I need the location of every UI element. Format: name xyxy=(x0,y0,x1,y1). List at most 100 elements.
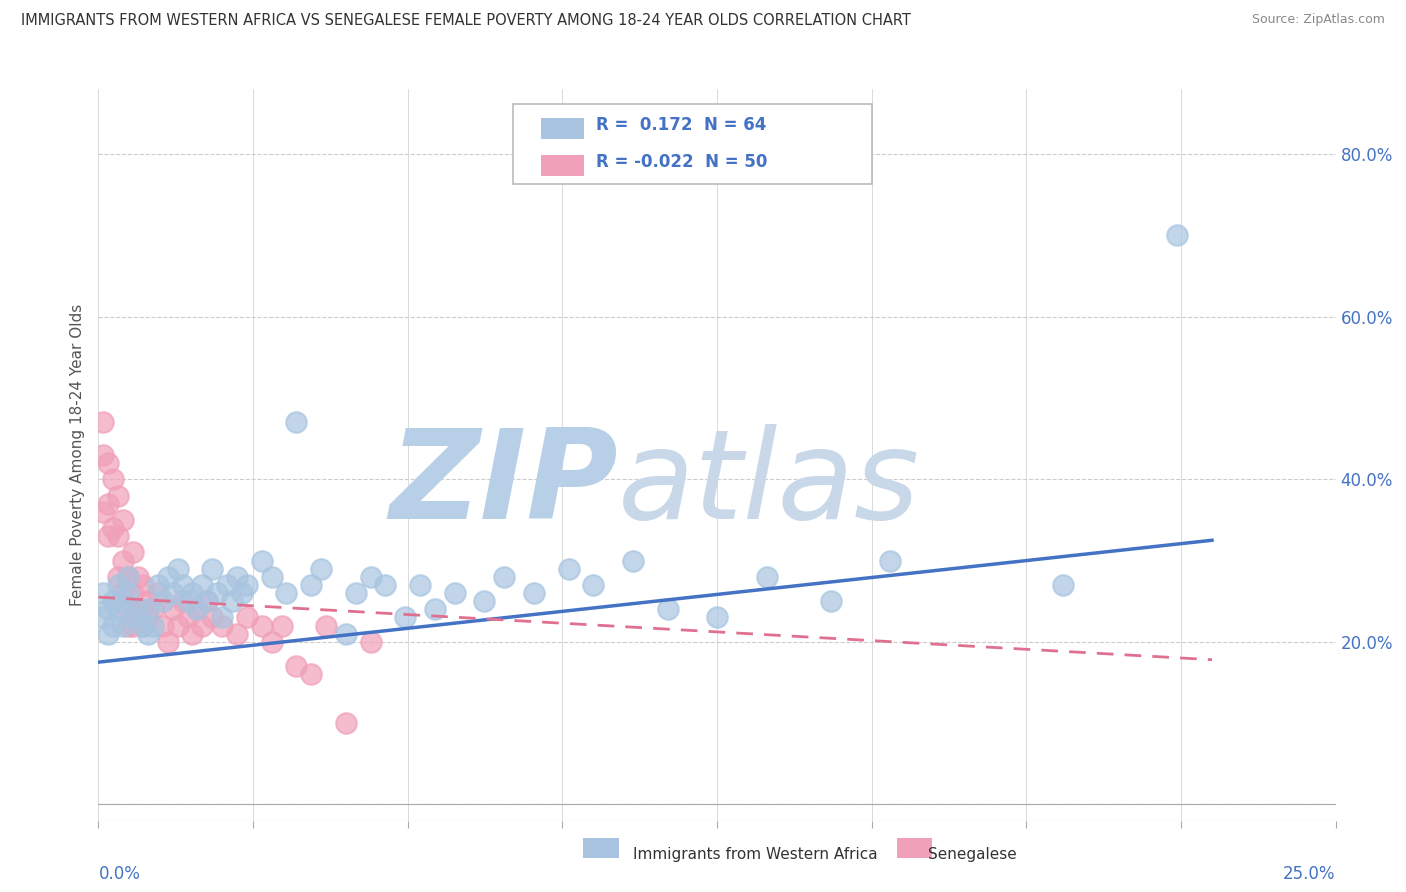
Point xyxy=(172,594,194,608)
Point xyxy=(136,594,159,608)
Point xyxy=(523,586,546,600)
Point xyxy=(107,602,129,616)
Text: Senegalese: Senegalese xyxy=(928,847,1017,862)
Point xyxy=(394,610,416,624)
Point xyxy=(755,570,778,584)
Point xyxy=(127,570,149,584)
Point xyxy=(117,570,139,584)
Point xyxy=(276,586,298,600)
Text: IMMIGRANTS FROM WESTERN AFRICA VS SENEGALESE FEMALE POVERTY AMONG 18-24 YEAR OLD: IMMIGRANTS FROM WESTERN AFRICA VS SENEGA… xyxy=(21,13,911,29)
Point xyxy=(97,497,120,511)
Point xyxy=(93,448,115,462)
Text: R =  0.172  N = 64: R = 0.172 N = 64 xyxy=(596,116,766,134)
Point xyxy=(112,586,135,600)
Point xyxy=(195,594,218,608)
Point xyxy=(335,626,357,640)
Point xyxy=(582,578,605,592)
Point xyxy=(136,626,159,640)
Point xyxy=(117,602,139,616)
Point xyxy=(217,578,239,592)
Point xyxy=(132,618,155,632)
Point xyxy=(166,562,188,576)
Point xyxy=(166,618,188,632)
Point xyxy=(315,618,337,632)
Point xyxy=(127,602,149,616)
Point xyxy=(360,570,382,584)
Point xyxy=(117,586,139,600)
Point xyxy=(93,610,115,624)
Point xyxy=(103,472,125,486)
Text: 25.0%: 25.0% xyxy=(1284,865,1336,883)
Point xyxy=(211,610,233,624)
Point xyxy=(103,618,125,632)
FancyBboxPatch shape xyxy=(897,838,932,858)
Point xyxy=(360,635,382,649)
Point xyxy=(409,578,432,592)
FancyBboxPatch shape xyxy=(583,838,619,858)
Point xyxy=(122,586,145,600)
Point xyxy=(344,586,367,600)
Point xyxy=(299,667,322,681)
Point xyxy=(117,570,139,584)
Point xyxy=(162,602,184,616)
Point xyxy=(374,578,396,592)
Point xyxy=(195,594,218,608)
Point xyxy=(250,553,273,567)
FancyBboxPatch shape xyxy=(541,155,583,176)
Point xyxy=(132,578,155,592)
Text: Source: ZipAtlas.com: Source: ZipAtlas.com xyxy=(1251,13,1385,27)
Point xyxy=(423,602,446,616)
Point xyxy=(474,594,496,608)
Point xyxy=(112,618,135,632)
Point xyxy=(156,635,179,649)
Point xyxy=(162,586,184,600)
Point xyxy=(226,626,249,640)
Point xyxy=(103,521,125,535)
Point xyxy=(236,578,259,592)
Point xyxy=(172,578,194,592)
Point xyxy=(103,594,125,608)
Point xyxy=(201,562,224,576)
Point xyxy=(1052,578,1074,592)
Point xyxy=(146,586,169,600)
Point xyxy=(820,594,842,608)
Point xyxy=(112,513,135,527)
Point xyxy=(93,586,115,600)
Point xyxy=(142,618,165,632)
Point xyxy=(211,618,233,632)
Point xyxy=(107,529,129,543)
Text: atlas: atlas xyxy=(619,424,920,545)
Point xyxy=(93,416,115,430)
Point xyxy=(231,586,253,600)
Point xyxy=(186,602,208,616)
Text: R = -0.022  N = 50: R = -0.022 N = 50 xyxy=(596,153,768,170)
Point xyxy=(186,602,208,616)
Point xyxy=(127,602,149,616)
Point xyxy=(142,602,165,616)
Point xyxy=(176,610,198,624)
Point xyxy=(112,553,135,567)
Point xyxy=(299,578,322,592)
Point xyxy=(621,553,644,567)
Point xyxy=(122,610,145,624)
Point xyxy=(260,570,283,584)
Point xyxy=(152,618,174,632)
Point xyxy=(191,578,214,592)
Point xyxy=(136,602,159,616)
Point xyxy=(270,618,292,632)
Point xyxy=(97,529,120,543)
Point xyxy=(221,594,243,608)
Point xyxy=(122,545,145,559)
Point xyxy=(879,553,901,567)
Point xyxy=(136,610,159,624)
Point xyxy=(285,416,308,430)
Point xyxy=(205,586,228,600)
Y-axis label: Female Poverty Among 18-24 Year Olds: Female Poverty Among 18-24 Year Olds xyxy=(69,304,84,606)
Point xyxy=(309,562,332,576)
Point xyxy=(250,618,273,632)
Point xyxy=(285,659,308,673)
Point xyxy=(132,618,155,632)
Point xyxy=(156,570,179,584)
Text: 0.0%: 0.0% xyxy=(98,865,141,883)
Point xyxy=(93,505,115,519)
